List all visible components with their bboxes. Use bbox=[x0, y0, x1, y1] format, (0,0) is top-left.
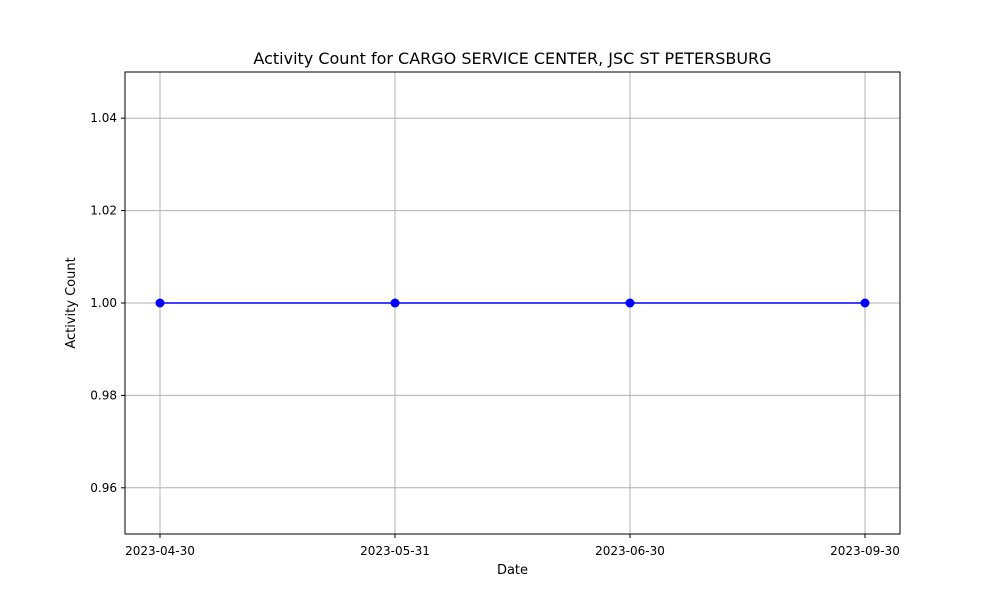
data-point bbox=[860, 298, 870, 308]
y-tick-label: 1.04 bbox=[90, 111, 117, 125]
data-point bbox=[155, 298, 165, 308]
chart-title: Activity Count for CARGO SERVICE CENTER,… bbox=[253, 49, 771, 68]
x-axis-label: Date bbox=[497, 563, 528, 578]
data-point bbox=[390, 298, 400, 308]
data-point bbox=[625, 298, 635, 308]
x-tick-label: 2023-05-31 bbox=[360, 544, 430, 558]
series-layer bbox=[155, 298, 870, 308]
y-tick-label: 0.98 bbox=[90, 388, 117, 402]
axis-ticks: 2023-04-30 2023-05-31 2023-06-30 2023-09-30… bbox=[90, 111, 900, 558]
y-tick-label: 1.00 bbox=[90, 296, 117, 310]
x-tick-label: 2023-04-30 bbox=[125, 544, 195, 558]
x-tick-label: 2023-06-30 bbox=[595, 544, 665, 558]
y-tick-label: 0.96 bbox=[90, 481, 117, 495]
y-tick-label: 1.02 bbox=[90, 204, 117, 218]
y-axis-label: Activity Count bbox=[64, 257, 79, 348]
x-tick-label: 2023-09-30 bbox=[830, 544, 900, 558]
